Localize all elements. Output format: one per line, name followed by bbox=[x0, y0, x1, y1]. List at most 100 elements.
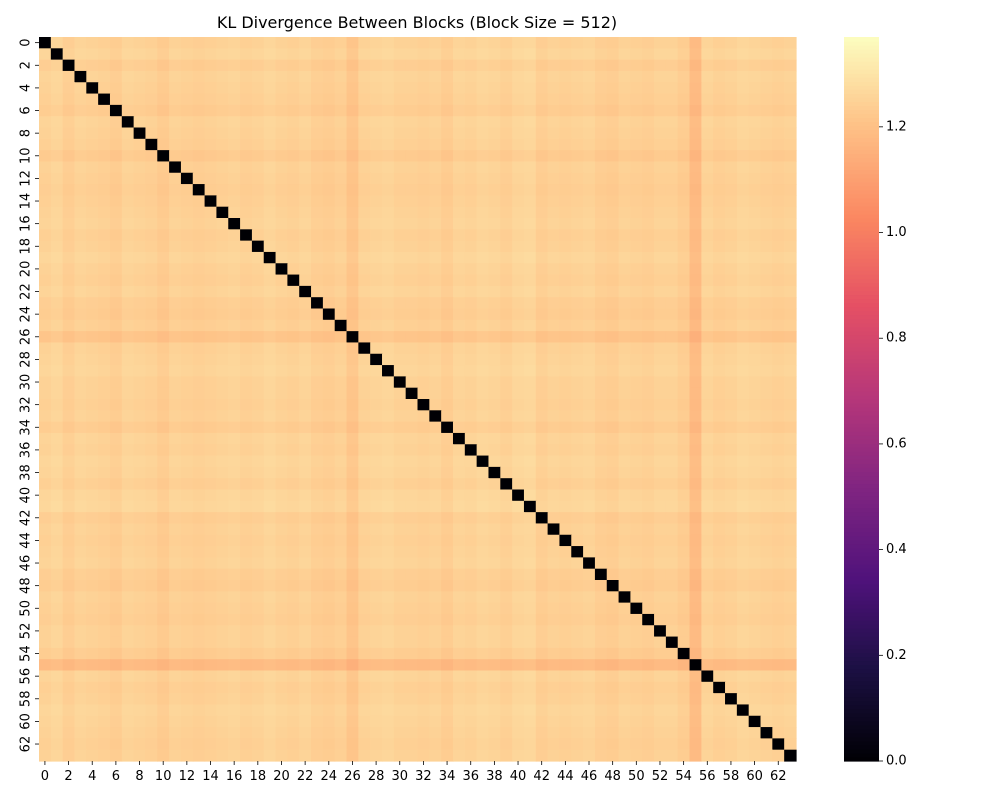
heatmap-cell bbox=[476, 738, 490, 751]
heatmap-cell bbox=[133, 399, 147, 411]
heatmap-cell bbox=[441, 342, 454, 355]
heatmap-cell bbox=[204, 297, 218, 310]
colorbar-segment bbox=[844, 407, 879, 412]
heatmap-cell bbox=[145, 285, 158, 298]
heatmap-cell bbox=[630, 82, 643, 95]
heatmap-cell bbox=[157, 353, 170, 366]
heatmap-cell bbox=[121, 421, 135, 434]
heatmap-cell bbox=[713, 82, 726, 95]
heatmap-cell bbox=[784, 365, 797, 377]
heatmap-cell bbox=[299, 410, 312, 423]
heatmap-cell bbox=[594, 489, 608, 502]
heatmap-cell bbox=[382, 647, 395, 660]
heatmap-cell bbox=[583, 557, 596, 570]
heatmap-cell bbox=[654, 376, 667, 389]
heatmap-cell bbox=[547, 161, 561, 174]
heatmap-cell bbox=[334, 229, 348, 242]
heatmap-cell bbox=[121, 59, 135, 72]
heatmap-cell bbox=[689, 534, 702, 547]
heatmap-cell bbox=[464, 749, 478, 762]
heatmap-cell bbox=[287, 59, 300, 72]
heatmap-cell bbox=[157, 410, 170, 423]
heatmap-cell bbox=[547, 37, 561, 49]
heatmap-cell bbox=[275, 331, 288, 344]
heatmap-cell bbox=[464, 387, 478, 400]
heatmap-cell bbox=[642, 195, 655, 208]
heatmap-cell bbox=[322, 376, 336, 389]
heatmap-cell bbox=[133, 613, 147, 626]
heatmap-cell bbox=[86, 602, 99, 615]
heatmap-cell bbox=[784, 557, 797, 570]
heatmap-cell bbox=[204, 421, 218, 434]
colorbar-segment bbox=[844, 632, 879, 637]
heatmap-cell bbox=[523, 625, 537, 638]
heatmap-cell bbox=[748, 48, 762, 61]
colorbar-segment bbox=[844, 246, 879, 251]
heatmap-cell bbox=[476, 218, 490, 230]
heatmap-cell bbox=[713, 399, 726, 411]
heatmap-cell bbox=[74, 693, 87, 706]
heatmap-cell bbox=[441, 150, 454, 163]
heatmap-cell bbox=[393, 251, 407, 264]
heatmap-cell bbox=[393, 365, 407, 377]
heatmap-cell bbox=[275, 274, 288, 287]
heatmap-cell bbox=[405, 274, 419, 287]
heatmap-cell bbox=[500, 172, 513, 185]
heatmap-cell bbox=[772, 70, 785, 83]
heatmap-cell bbox=[677, 489, 691, 502]
colorbar-segment bbox=[844, 57, 879, 62]
heatmap-cell bbox=[665, 285, 679, 298]
heatmap-cell bbox=[346, 512, 359, 525]
heatmap-cell bbox=[630, 636, 643, 649]
heatmap-cell bbox=[618, 681, 632, 694]
heatmap-cell bbox=[346, 127, 359, 140]
heatmap-cell bbox=[180, 308, 194, 321]
heatmap-cell bbox=[654, 670, 667, 683]
heatmap-cell bbox=[287, 353, 300, 366]
heatmap-cell bbox=[145, 704, 158, 717]
heatmap-cell bbox=[263, 218, 277, 230]
heatmap-cell bbox=[630, 613, 643, 626]
heatmap-cell bbox=[346, 591, 359, 604]
heatmap-cell bbox=[370, 704, 383, 717]
heatmap-cell bbox=[299, 625, 312, 638]
heatmap-cell bbox=[677, 693, 691, 706]
heatmap-cell bbox=[701, 195, 714, 208]
heatmap-cell bbox=[287, 37, 300, 49]
heatmap-cell bbox=[299, 749, 312, 762]
heatmap-cell bbox=[311, 70, 324, 83]
heatmap-cell bbox=[169, 681, 182, 694]
heatmap-cell bbox=[322, 455, 336, 468]
heatmap-cell bbox=[133, 319, 147, 332]
heatmap-cell bbox=[725, 466, 738, 479]
heatmap-cell bbox=[228, 647, 241, 660]
heatmap-cell bbox=[169, 82, 182, 95]
heatmap-cell bbox=[630, 240, 643, 253]
heatmap-cell bbox=[665, 331, 679, 344]
heatmap-cell bbox=[488, 104, 501, 117]
heatmap-cell bbox=[39, 534, 52, 547]
heatmap-cell bbox=[760, 500, 773, 513]
heatmap-cell bbox=[476, 342, 490, 355]
heatmap-cell bbox=[665, 104, 679, 117]
heatmap-cell bbox=[251, 161, 265, 174]
heatmap-cell bbox=[606, 647, 620, 660]
heatmap-cell bbox=[523, 172, 537, 185]
heatmap-cell bbox=[500, 353, 513, 366]
heatmap-cell bbox=[488, 387, 501, 400]
heatmap-cell bbox=[677, 557, 691, 570]
heatmap-cell bbox=[594, 274, 608, 287]
heatmap-cell bbox=[713, 93, 726, 106]
heatmap-cell bbox=[630, 647, 643, 660]
heatmap-cell bbox=[429, 184, 442, 196]
heatmap-cell bbox=[535, 432, 549, 445]
heatmap-cell bbox=[713, 466, 726, 479]
heatmap-cell bbox=[275, 240, 288, 253]
heatmap-cell bbox=[240, 365, 253, 377]
heatmap-cell bbox=[216, 568, 229, 581]
heatmap-cell bbox=[725, 557, 738, 570]
heatmap-cell bbox=[784, 82, 797, 95]
heatmap-cell bbox=[263, 365, 277, 377]
heatmap-cell bbox=[405, 523, 419, 536]
heatmap-cell bbox=[594, 704, 608, 717]
